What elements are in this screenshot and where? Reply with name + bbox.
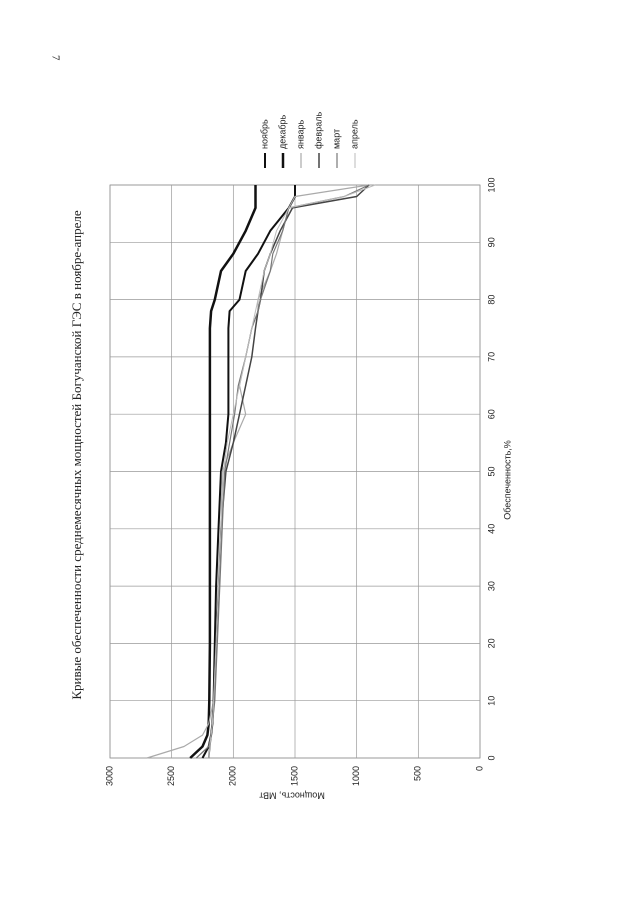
y-tick-label: 500 bbox=[413, 766, 423, 781]
y-tick-label: 1500 bbox=[289, 766, 299, 786]
legend-label: март bbox=[331, 129, 341, 149]
y-tick-label: 0 bbox=[474, 766, 484, 771]
series-line bbox=[208, 184, 376, 759]
legend-label: апрель bbox=[349, 119, 359, 149]
series-line bbox=[189, 185, 257, 759]
legend-label: январь bbox=[295, 119, 305, 149]
legend-label: ноябрь bbox=[259, 119, 269, 149]
y-tick-label: 2000 bbox=[228, 766, 238, 786]
x-tick-label: 100 bbox=[486, 177, 496, 192]
chart: Кривые обеспеченности среднемесячных мощ… bbox=[69, 112, 512, 801]
legend-label: февраль bbox=[313, 112, 323, 149]
y-tick-label: 2500 bbox=[166, 766, 176, 786]
x-tick-label: 20 bbox=[486, 638, 496, 648]
legend-label: декабрь bbox=[277, 114, 287, 149]
chart-title: Кривые обеспеченности среднемесячных мощ… bbox=[69, 210, 84, 699]
x-tick-label: 60 bbox=[486, 409, 496, 419]
x-tick-label: 90 bbox=[486, 237, 496, 247]
page-number: 7 bbox=[49, 55, 61, 61]
y-tick-label: 1000 bbox=[351, 766, 361, 786]
x-tick-label: 40 bbox=[486, 524, 496, 534]
x-axis-label: Обеспеченность,% bbox=[502, 440, 512, 520]
x-tick-label: 30 bbox=[486, 581, 496, 591]
y-tick-label: 3000 bbox=[104, 766, 114, 786]
x-tick-label: 80 bbox=[486, 295, 496, 305]
x-tick-label: 10 bbox=[486, 696, 496, 706]
x-tick-label: 50 bbox=[486, 466, 496, 476]
y-axis-label: Мощность, МВт bbox=[259, 791, 325, 801]
x-tick-label: 0 bbox=[486, 755, 496, 760]
x-tick-label: 70 bbox=[486, 352, 496, 362]
